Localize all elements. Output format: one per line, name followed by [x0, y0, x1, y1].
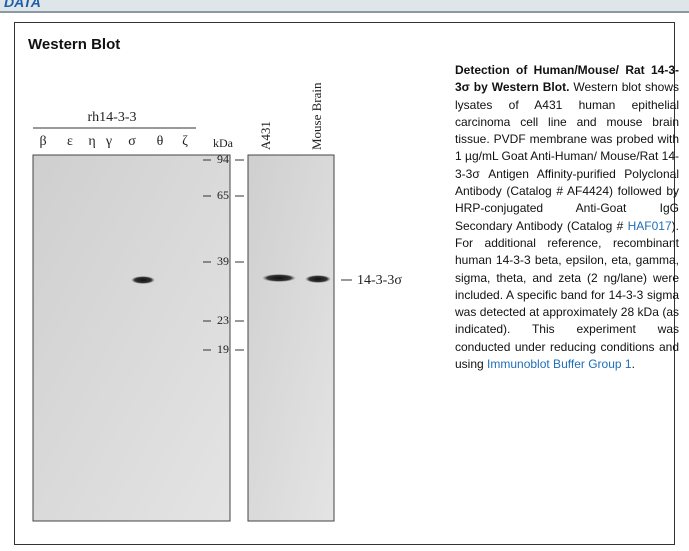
- caption-text: Western blot shows lysates of A431 human…: [455, 80, 679, 232]
- marker-label: 94: [217, 152, 229, 166]
- marker-label: 39: [217, 254, 229, 268]
- page: DATA Western Blot rh14-3-3 β ε η γ σ θ ζ…: [0, 0, 689, 551]
- lane-label: β: [39, 134, 46, 149]
- lane-label: η: [88, 134, 95, 149]
- sample-label: A431: [258, 121, 273, 150]
- marker-label: 19: [217, 342, 229, 356]
- blot-membrane: [33, 155, 230, 521]
- lane-label: θ: [157, 134, 164, 149]
- lane-label: ε: [67, 134, 73, 149]
- band: [131, 276, 155, 284]
- blot-membrane: [248, 155, 334, 521]
- marker-label: 23: [217, 313, 229, 327]
- band-label: 14-3-3σ: [357, 273, 402, 288]
- lane-label: σ: [128, 134, 136, 149]
- caption: Detection of Human/Mouse/ Rat 14-3-3σ by…: [455, 62, 679, 373]
- unit-label: kDa: [213, 136, 234, 150]
- lane-label: ζ: [182, 134, 188, 149]
- sample-label: Mouse Brain: [309, 82, 324, 150]
- marker-label: 65: [217, 188, 229, 202]
- catalog-link[interactable]: HAF017: [628, 219, 672, 233]
- band: [262, 274, 296, 282]
- caption-text: ). For additional reference, recombinant…: [455, 219, 679, 371]
- group-label: rh14-3-3: [88, 110, 137, 125]
- band: [305, 275, 331, 283]
- caption-text: .: [632, 357, 635, 371]
- lane-label: γ: [105, 134, 112, 149]
- buffer-link[interactable]: Immunoblot Buffer Group 1: [487, 357, 632, 371]
